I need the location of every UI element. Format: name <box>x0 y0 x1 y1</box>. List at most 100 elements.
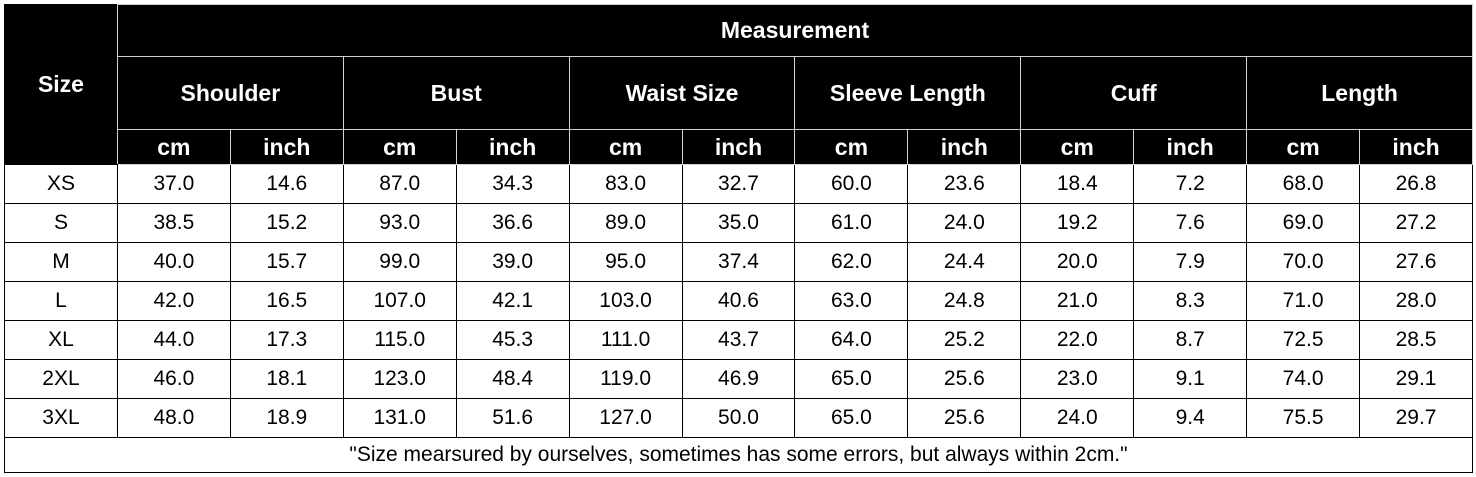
value-cell: 127.0 <box>568 398 683 438</box>
value-cell: 25.2 <box>907 320 1022 360</box>
unit-header: cm <box>116 129 231 165</box>
group-header: Waist Size <box>568 56 796 130</box>
value-cell: 111.0 <box>568 320 683 360</box>
value-cell: 107.0 <box>342 281 457 321</box>
value-cell: 72.5 <box>1246 320 1361 360</box>
value-cell: 15.2 <box>229 203 344 243</box>
measurement-header: Measurement <box>116 4 1474 57</box>
value-cell: 48.4 <box>455 359 570 399</box>
data-row: L 42.0 16.5 107.0 42.1 103.0 40.6 63.0 24.8 21.0 8… <box>4 281 1474 321</box>
value-cell: 18.9 <box>229 398 344 438</box>
value-cell: 123.0 <box>342 359 457 399</box>
value-cell: 75.5 <box>1246 398 1361 438</box>
value-cell: 93.0 <box>342 203 457 243</box>
size-cell: M <box>4 242 118 282</box>
value-cell: 27.2 <box>1359 203 1474 243</box>
value-cell: 40.0 <box>116 242 231 282</box>
value-cell: 50.0 <box>681 398 796 438</box>
value-cell: 61.0 <box>794 203 909 243</box>
value-cell: 7.2 <box>1133 164 1248 204</box>
value-cell: 22.0 <box>1020 320 1135 360</box>
data-row: 2XL 46.0 18.1 123.0 48.4 119.0 46.9 65.0 25.6 23.… <box>4 359 1474 399</box>
value-cell: 16.5 <box>229 281 344 321</box>
value-cell: 36.6 <box>455 203 570 243</box>
value-cell: 46.9 <box>681 359 796 399</box>
value-cell: 65.0 <box>794 359 909 399</box>
unit-header: inch <box>455 129 570 165</box>
value-cell: 18.4 <box>1020 164 1135 204</box>
value-cell: 28.5 <box>1359 320 1474 360</box>
value-cell: 28.0 <box>1359 281 1474 321</box>
unit-header: cm <box>1020 129 1135 165</box>
value-cell: 19.2 <box>1020 203 1135 243</box>
value-cell: 99.0 <box>342 242 457 282</box>
value-cell: 115.0 <box>342 320 457 360</box>
value-cell: 69.0 <box>1246 203 1361 243</box>
value-cell: 40.6 <box>681 281 796 321</box>
value-cell: 42.1 <box>455 281 570 321</box>
size-cell: XS <box>4 164 118 204</box>
note-row: "Size mearsured by ourselves, sometimes … <box>3 437 1474 473</box>
value-cell: 29.7 <box>1359 398 1474 438</box>
value-cell: 62.0 <box>794 242 909 282</box>
value-cell: 24.4 <box>907 242 1022 282</box>
value-cell: 34.3 <box>455 164 570 204</box>
value-cell: 24.0 <box>1020 398 1135 438</box>
value-cell: 21.0 <box>1020 281 1135 321</box>
value-cell: 15.7 <box>229 242 344 282</box>
value-cell: 103.0 <box>568 281 683 321</box>
value-cell: 25.6 <box>907 398 1022 438</box>
value-cell: 63.0 <box>794 281 909 321</box>
value-cell: 24.0 <box>907 203 1022 243</box>
group-header: Cuff <box>1020 56 1248 130</box>
value-cell: 23.0 <box>1020 359 1135 399</box>
value-cell: 95.0 <box>568 242 683 282</box>
value-cell: 131.0 <box>342 398 457 438</box>
value-cell: 45.3 <box>455 320 570 360</box>
unit-header: inch <box>229 129 344 165</box>
value-cell: 7.9 <box>1133 242 1248 282</box>
data-row: S 38.5 15.2 93.0 36.6 89.0 35.0 61.0 24.0 19.2 7.6… <box>4 203 1474 243</box>
value-cell: 44.0 <box>116 320 231 360</box>
value-cell: 38.5 <box>116 203 231 243</box>
value-cell: 60.0 <box>794 164 909 204</box>
unit-header: inch <box>1359 129 1474 165</box>
value-cell: 71.0 <box>1246 281 1361 321</box>
value-cell: 83.0 <box>568 164 683 204</box>
size-header: Size <box>4 4 118 165</box>
value-cell: 35.0 <box>681 203 796 243</box>
unit-header: inch <box>907 129 1022 165</box>
size-cell: L <box>4 281 118 321</box>
unit-header: inch <box>681 129 796 165</box>
value-cell: 17.3 <box>229 320 344 360</box>
data-row: XS 37.0 14.6 87.0 34.3 83.0 32.7 60.0 23.6 18.4 7.… <box>4 164 1474 204</box>
value-cell: 89.0 <box>568 203 683 243</box>
size-cell: 2XL <box>4 359 118 399</box>
value-cell: 70.0 <box>1246 242 1361 282</box>
note: "Size mearsured by ourselves, sometimes … <box>3 437 1474 473</box>
value-cell: 9.4 <box>1133 398 1248 438</box>
value-cell: 42.0 <box>116 281 231 321</box>
value-cell: 24.8 <box>907 281 1022 321</box>
value-cell: 51.6 <box>455 398 570 438</box>
size-cell: 3XL <box>4 398 118 438</box>
group-header: Shoulder <box>116 56 344 130</box>
data-row: XL 44.0 17.3 115.0 45.3 111.0 43.7 64.0 25.2 22.0… <box>4 320 1474 360</box>
group-row: Shoulder Bust Waist Size Sleeve Length Cuff L… <box>5 56 1474 130</box>
group-header: Sleeve Length <box>794 56 1022 130</box>
unit-header: cm <box>794 129 909 165</box>
value-cell: 48.0 <box>116 398 231 438</box>
value-cell: 25.6 <box>907 359 1022 399</box>
value-cell: 43.7 <box>681 320 796 360</box>
value-cell: 74.0 <box>1246 359 1361 399</box>
value-cell: 37.0 <box>116 164 231 204</box>
value-cell: 9.1 <box>1133 359 1248 399</box>
value-cell: 20.0 <box>1020 242 1135 282</box>
value-cell: 32.7 <box>681 164 796 204</box>
value-cell: 65.0 <box>794 398 909 438</box>
value-cell: 14.6 <box>229 164 344 204</box>
unit-row: cm inch cm inch cm inch cm inch cm inch cm inch <box>5 129 1474 165</box>
value-cell: 68.0 <box>1246 164 1361 204</box>
size-cell: XL <box>4 320 118 360</box>
